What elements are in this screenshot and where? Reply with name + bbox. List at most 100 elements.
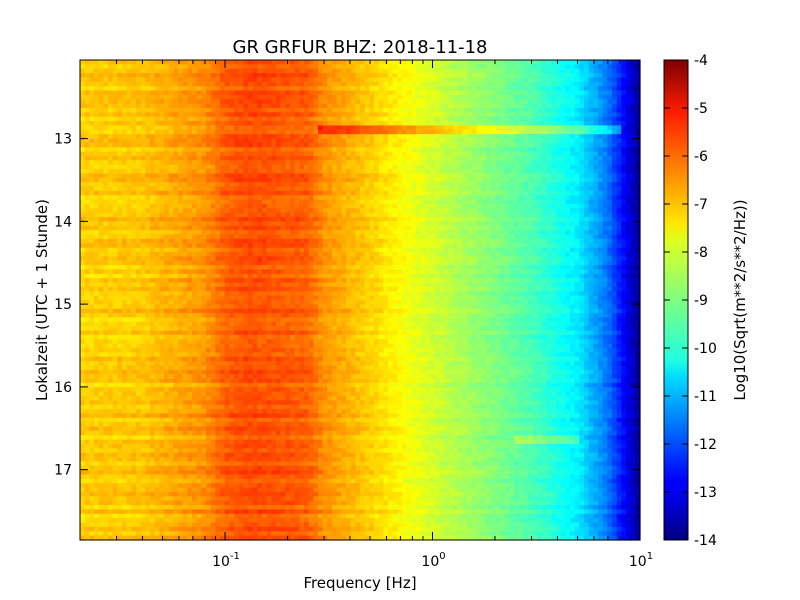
heatmap-cell — [556, 134, 562, 140]
heatmap-cell — [542, 195, 548, 201]
heatmap-cell — [210, 151, 216, 157]
heatmap-cell — [434, 173, 440, 179]
heatmap-cell — [560, 195, 566, 201]
heatmap-cell — [112, 177, 118, 183]
heatmap-cell — [444, 195, 450, 201]
heatmap-cell — [98, 94, 104, 100]
heatmap-cell — [383, 186, 389, 192]
heatmap-cell — [322, 190, 328, 196]
heatmap-cell — [481, 77, 487, 83]
heatmap-cell — [514, 177, 520, 183]
heatmap-cell — [584, 99, 590, 105]
heatmap-cell — [248, 177, 254, 183]
heatmap-cell — [523, 186, 529, 192]
heatmap-cell — [514, 134, 520, 140]
heatmap-cell — [103, 182, 109, 188]
heatmap-cell — [220, 156, 226, 161]
heatmap-cell — [126, 177, 132, 183]
heatmap-cell — [248, 230, 254, 236]
heatmap-cell — [364, 86, 370, 92]
heatmap-cell — [616, 77, 622, 83]
heatmap-cell — [154, 217, 160, 223]
heatmap-cell — [434, 60, 440, 65]
heatmap-cell — [280, 212, 286, 218]
heatmap-cell — [252, 204, 258, 209]
heatmap-cell — [467, 182, 473, 188]
heatmap-cell — [635, 230, 641, 236]
heatmap-cell — [280, 186, 286, 192]
heatmap-cell — [416, 73, 422, 79]
heatmap-cell — [229, 147, 235, 153]
heatmap-cell — [523, 68, 529, 74]
heatmap-cell — [551, 160, 557, 166]
heatmap-cell — [346, 208, 352, 214]
heatmap-cell — [276, 125, 282, 131]
heatmap-cell — [369, 160, 375, 166]
heatmap-cell — [262, 68, 268, 74]
heatmap-cell — [425, 147, 431, 153]
heatmap-cell — [252, 112, 258, 118]
heatmap-cell — [439, 142, 445, 148]
heatmap-cell — [476, 177, 482, 183]
heatmap-cell — [574, 230, 580, 236]
heatmap-cell — [472, 160, 478, 166]
heatmap-cell — [612, 186, 618, 192]
heatmap-cell — [378, 64, 384, 70]
heatmap-cell — [588, 169, 594, 175]
heatmap-cell — [416, 169, 422, 175]
heatmap-cell — [430, 186, 436, 192]
heatmap-cell — [574, 112, 580, 118]
heatmap-cell — [612, 116, 618, 122]
heatmap-cell — [556, 186, 562, 192]
heatmap-cell — [346, 68, 352, 74]
heatmap-cell — [388, 86, 394, 92]
heatmap-cell — [462, 116, 468, 122]
heatmap-cell — [588, 195, 594, 201]
heatmap-cell — [523, 182, 529, 188]
heatmap-cell — [584, 208, 590, 214]
heatmap-cell — [537, 90, 543, 96]
heatmap-cell — [201, 199, 207, 205]
heatmap-cell — [616, 190, 622, 196]
heatmap-cell — [304, 177, 310, 183]
heatmap-cell — [224, 208, 230, 214]
heatmap-cell — [472, 199, 478, 205]
heatmap-cell — [196, 94, 202, 100]
heatmap-cell — [168, 147, 174, 153]
heatmap-cell — [318, 164, 324, 170]
heatmap-cell — [392, 64, 398, 70]
heatmap-cell — [364, 190, 370, 196]
heatmap-cell — [420, 64, 426, 70]
heatmap-cell — [313, 182, 319, 188]
heatmap-cell — [523, 94, 529, 100]
heatmap-cell — [612, 77, 618, 83]
heatmap-cell — [346, 160, 352, 166]
heatmap-cell — [201, 94, 207, 100]
heatmap-cell — [635, 116, 641, 122]
heatmap-cell — [332, 90, 338, 96]
heatmap-cell — [80, 177, 86, 183]
heatmap-cell — [84, 134, 90, 140]
heatmap-cell — [560, 77, 566, 83]
heatmap-cell — [374, 173, 380, 179]
heatmap-cell — [462, 81, 468, 87]
heatmap-cell — [607, 190, 613, 196]
heatmap-cell — [551, 164, 557, 170]
heatmap-cell — [546, 116, 552, 122]
heatmap-cell — [607, 134, 613, 140]
heatmap-cell — [388, 182, 394, 188]
heatmap-cell — [542, 234, 548, 240]
heatmap-cell — [570, 221, 576, 227]
heatmap-cell — [117, 177, 123, 183]
heatmap-cell — [528, 147, 534, 153]
heatmap-cell — [248, 142, 254, 148]
heatmap-cell — [411, 208, 417, 214]
heatmap-cell — [290, 129, 296, 135]
heatmap-cell — [234, 147, 240, 153]
heatmap-cell — [355, 138, 361, 144]
heatmap-cell — [103, 121, 109, 127]
heatmap-cell — [588, 234, 594, 240]
heatmap-cell — [588, 121, 594, 127]
heatmap-cell — [192, 190, 198, 196]
heatmap-cell — [117, 116, 123, 122]
